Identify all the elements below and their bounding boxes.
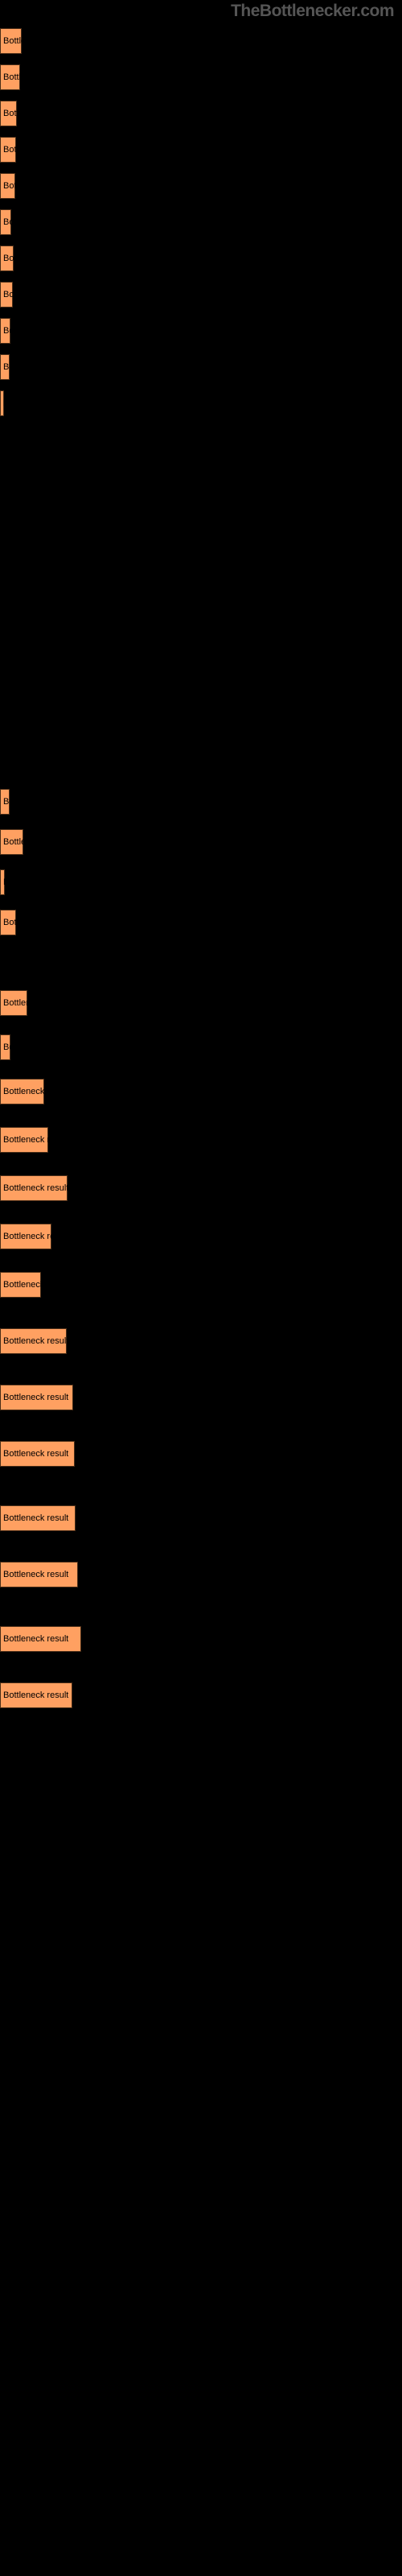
bar-row: Bottleneck result (0, 1079, 44, 1104)
bar-row: Bottleneck result (0, 1224, 51, 1249)
bar-row: Bottleneck result (0, 1175, 68, 1201)
bar-row: Bottleneck result (0, 1272, 41, 1298)
bar-label: Bottleneck result (3, 1183, 68, 1193)
bar-row: Bottleneck result (0, 282, 13, 308)
bar-label: Bottleneck result (3, 181, 15, 191)
bar-label: Bottleneck result (3, 1232, 51, 1241)
bar-label: Bottleneck result (3, 837, 23, 847)
bar-row: Bottleneck result (0, 1682, 72, 1708)
bar-label: Bottleneck result (3, 145, 16, 155)
watermark-text: TheBottlenecker.com (231, 2, 394, 21)
bar-row: Bottleneck result (0, 1034, 10, 1060)
bar-row: Bottleneck result (0, 1385, 73, 1410)
bar-row: Bottleneck result (0, 354, 10, 380)
bar-chart: Bottleneck result Bottleneck result Bottle… (0, 24, 402, 2568)
bar-label: Bottleneck result (3, 398, 4, 408)
bar-label: Bottleneck result (3, 326, 10, 336)
bar-label: Bottleneck result (3, 1087, 44, 1096)
bar-row: Bottleneck result (0, 1441, 75, 1467)
bar-label: Bottleneck result (3, 918, 16, 927)
bar-label: Bottleneck result (3, 1393, 68, 1402)
bar-row: Bottleneck result (0, 101, 17, 126)
bar-row: Bottleneck result (0, 789, 10, 815)
bar-label: Bottleneck result (3, 1280, 41, 1290)
bar-row: Bottleneck result (0, 28, 22, 54)
bar-row: Bottleneck result (0, 1626, 81, 1652)
bar-row: Bottleneck result (0, 173, 15, 199)
bar-row: Bottleneck result (0, 137, 16, 163)
bar-label: Bottleneck result (3, 290, 13, 299)
bar-label: Bottleneck result (3, 109, 17, 118)
bar-row: Bottleneck result (0, 209, 11, 235)
bar-row: Bottleneck result (0, 1505, 76, 1531)
bar-label: Bottleneck result (3, 36, 22, 46)
bar-label: Bottleneck result (3, 877, 5, 887)
bar-row: Bottleneck result (0, 246, 14, 271)
bar-row: Bottleneck result (0, 318, 10, 344)
bar-label: Bottleneck result (3, 1570, 68, 1579)
bar-row: Bottleneck result (0, 1127, 48, 1153)
bar-label: Bottleneck result (3, 1449, 68, 1459)
bar-label: Bottleneck result (3, 72, 20, 82)
bar-label: Bottleneck result (3, 1042, 10, 1052)
bar-row: Bottleneck result (0, 829, 23, 855)
bar-label: Bottleneck result (3, 362, 10, 372)
bar-label: Bottleneck result (3, 1634, 68, 1644)
bar-row: Bottleneck result (0, 64, 20, 90)
bar-row: Bottleneck result (0, 869, 5, 895)
bar-label: Bottleneck result (3, 998, 27, 1008)
bar-row: Bottleneck result (0, 990, 27, 1016)
bar-row: Bottleneck result (0, 390, 4, 416)
bar-label: Bottleneck result (3, 1135, 48, 1145)
bar-row: Bottleneck result (0, 910, 16, 935)
bar-label: Bottleneck result (3, 1336, 67, 1346)
bar-label: Bottleneck result (3, 797, 10, 807)
bar-row: Bottleneck result (0, 1328, 67, 1354)
bar-label: Bottleneck result (3, 1690, 68, 1700)
bar-label: Bottleneck result (3, 254, 14, 263)
bar-label: Bottleneck result (3, 217, 11, 227)
bar-row: Bottleneck result (0, 1562, 78, 1587)
bar-label: Bottleneck result (3, 1513, 68, 1523)
